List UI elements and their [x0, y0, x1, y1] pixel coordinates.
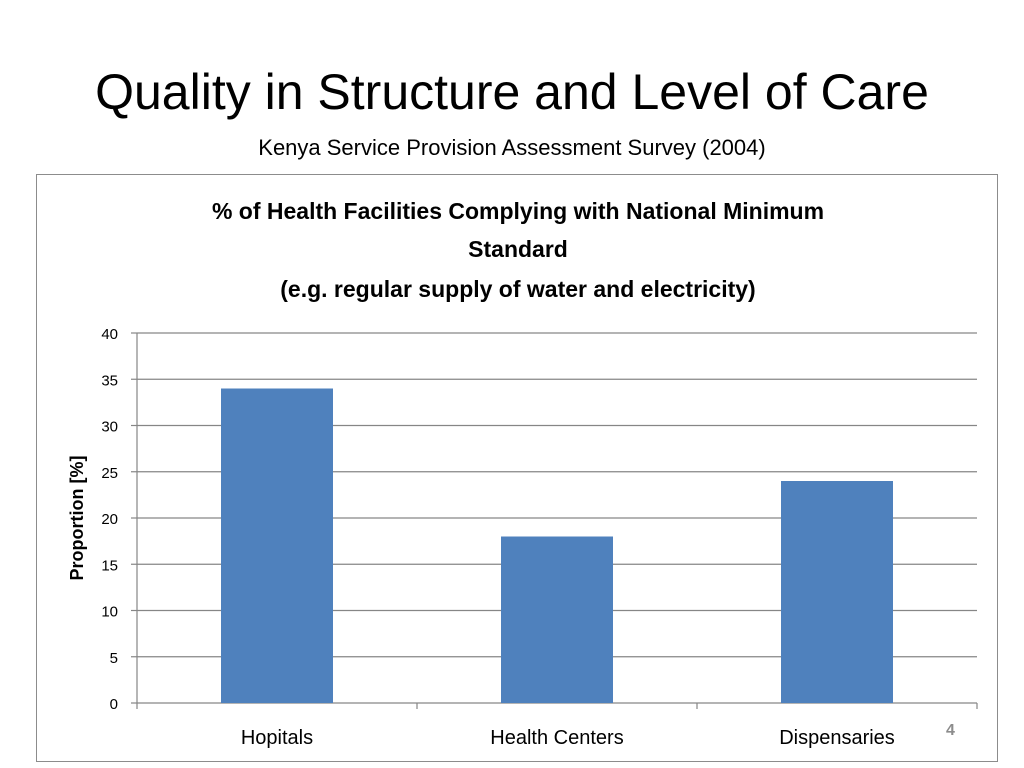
x-category-label: Hopitals	[241, 727, 313, 749]
y-tick-label: 10	[101, 604, 118, 621]
y-tick-label: 0	[110, 696, 118, 713]
y-tick-label: 20	[101, 511, 118, 528]
x-category-label: Dispensaries	[779, 727, 895, 749]
y-tick-label: 35	[101, 372, 118, 389]
y-tick-label: 30	[101, 419, 118, 436]
slide-title: Quality in Structure and Level of Care	[95, 64, 929, 120]
chart-title-line: % of Health Facilities Complying with Na…	[212, 198, 824, 224]
chart-title-line: (e.g. regular supply of water and electr…	[280, 276, 755, 302]
bar-health-centers	[501, 536, 613, 703]
y-tick-label: 5	[110, 650, 118, 667]
slide-subtitle: Kenya Service Provision Assessment Surve…	[258, 135, 766, 160]
bar-hopitals	[221, 388, 333, 703]
y-tick-label: 40	[101, 326, 118, 343]
y-tick-label: 25	[101, 465, 118, 482]
chart-frame: % of Health Facilities Complying with Na…	[36, 174, 998, 762]
bar-chart: % of Health Facilities Complying with Na…	[67, 198, 978, 749]
slide-number: 4	[946, 722, 955, 739]
y-axis-label: Proportion [%]	[67, 456, 87, 581]
chart-title-line: Standard	[468, 236, 568, 262]
bar-dispensaries	[781, 481, 893, 703]
x-category-label: Health Centers	[490, 727, 623, 749]
y-tick-label: 15	[101, 557, 118, 574]
